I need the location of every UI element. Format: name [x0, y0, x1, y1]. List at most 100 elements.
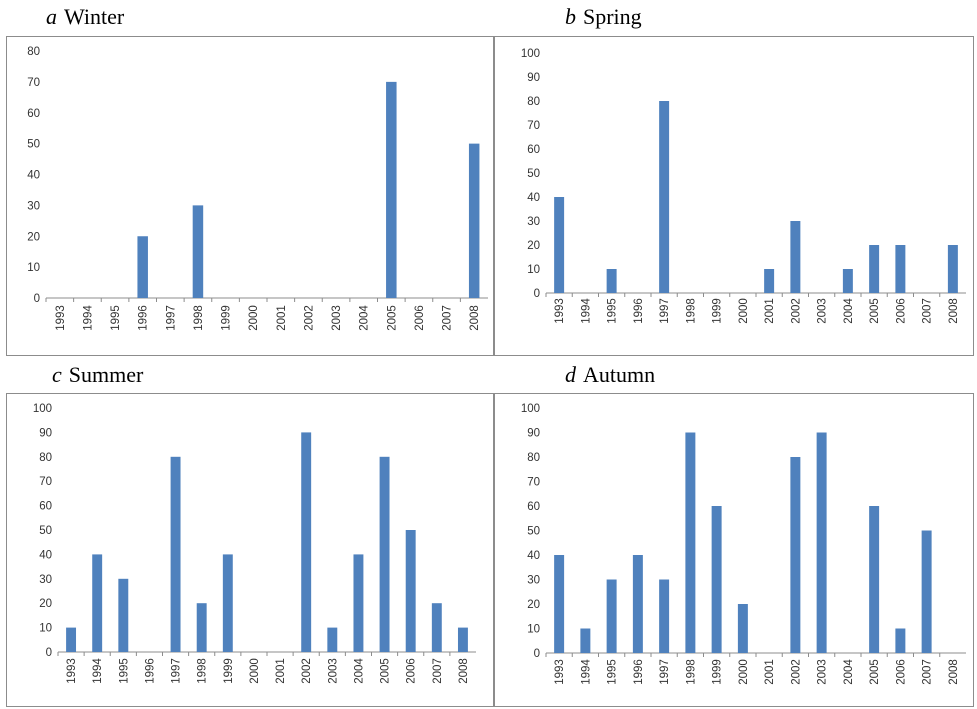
y-tick-label: 0 — [34, 293, 40, 305]
x-tick-label: 1995 — [607, 659, 619, 685]
y-tick-label: 60 — [27, 108, 40, 120]
x-tick-label: 1994 — [82, 305, 94, 331]
bar-1994 — [92, 554, 103, 652]
x-tick-label: 2007 — [922, 298, 934, 324]
x-tick-label: 1993 — [55, 305, 67, 331]
x-tick-label: 2005 — [386, 305, 398, 331]
bar-2006 — [895, 628, 906, 653]
bar-1999 — [222, 554, 233, 652]
x-tick-label: 2008 — [458, 658, 470, 684]
y-tick-label: 50 — [27, 139, 40, 151]
chart-a-frame — [6, 36, 494, 356]
panel-a-letter: a — [46, 4, 57, 29]
x-tick-label: 2008 — [948, 659, 960, 685]
panel-d-title: d Autumn — [565, 362, 655, 388]
x-tick-label: 2001 — [764, 659, 776, 685]
x-tick-label: 2006 — [414, 305, 426, 331]
bar-2004 — [353, 554, 364, 652]
bar-2000 — [737, 604, 748, 653]
y-tick-label: 10 — [527, 264, 540, 276]
panel-c-season: Summer — [68, 362, 144, 387]
x-tick-label: 1997 — [659, 298, 671, 324]
x-tick-label: 2002 — [790, 298, 802, 324]
y-tick-label: 90 — [527, 72, 540, 84]
bar-1995 — [118, 578, 129, 652]
y-tick-label: 10 — [27, 262, 40, 274]
bar-1998 — [685, 432, 696, 653]
x-tick-label: 2006 — [895, 659, 907, 685]
bar-2007 — [431, 603, 442, 652]
x-tick-label: 1995 — [110, 305, 122, 331]
bar-2002 — [790, 457, 801, 653]
bar-2002 — [790, 221, 801, 293]
x-tick-label: 2006 — [895, 298, 907, 324]
bar-2005 — [869, 506, 880, 653]
bar-1995 — [606, 579, 617, 653]
x-tick-label: 1995 — [607, 298, 619, 324]
y-tick-label: 0 — [534, 648, 540, 660]
panel-a-season: Winter — [64, 4, 125, 29]
bar-1996 — [137, 236, 148, 298]
bar-2005 — [386, 81, 397, 298]
x-tick-label: 2006 — [406, 658, 418, 684]
y-tick-label: 60 — [527, 501, 540, 513]
x-tick-label: 2003 — [331, 305, 343, 331]
bar-1996 — [632, 555, 643, 653]
x-tick-label: 1997 — [659, 659, 671, 685]
panel-b-season: Spring — [583, 4, 642, 29]
bar-2002 — [301, 432, 312, 652]
y-tick-label: 80 — [527, 452, 540, 464]
x-tick-label: 2001 — [275, 658, 287, 684]
y-tick-label: 100 — [521, 403, 540, 415]
bar-2005 — [869, 245, 880, 293]
bar-1998 — [192, 205, 204, 298]
x-tick-label: 2003 — [817, 659, 829, 685]
bar-1997 — [659, 579, 670, 653]
x-tick-label: 2000 — [738, 298, 750, 324]
x-tick-label: 1994 — [92, 658, 104, 684]
y-tick-label: 70 — [39, 476, 52, 488]
y-tick-label: 80 — [39, 452, 52, 464]
bar-2003 — [816, 432, 827, 653]
y-tick-label: 30 — [527, 575, 540, 587]
x-tick-label: 2000 — [249, 658, 261, 684]
y-tick-label: 30 — [527, 216, 540, 228]
x-tick-label: 2008 — [469, 305, 481, 331]
bar-2006 — [895, 245, 906, 293]
bar-2008 — [457, 627, 468, 652]
x-tick-label: 2004 — [843, 659, 855, 685]
x-tick-label: 2004 — [359, 305, 371, 331]
x-tick-label: 2004 — [353, 658, 365, 684]
y-tick-label: 100 — [521, 48, 540, 60]
chart-b-frame — [494, 36, 974, 356]
x-tick-label: 1996 — [633, 659, 645, 685]
y-tick-label: 90 — [527, 428, 540, 440]
y-tick-label: 30 — [39, 574, 52, 586]
x-tick-label: 2001 — [764, 298, 776, 324]
y-tick-label: 60 — [39, 501, 52, 513]
y-tick-label: 70 — [527, 477, 540, 489]
x-tick-label: 1999 — [223, 658, 235, 684]
x-tick-label: 1996 — [138, 305, 150, 331]
bar-1995 — [606, 269, 617, 293]
x-tick-label: 1997 — [165, 305, 177, 331]
y-tick-label: 50 — [39, 525, 52, 537]
y-tick-label: 90 — [39, 427, 52, 439]
y-tick-label: 100 — [33, 403, 52, 415]
bar-1997 — [659, 101, 670, 293]
bar-1994 — [580, 628, 591, 653]
x-tick-label: 1997 — [171, 658, 183, 684]
bar-2001 — [764, 269, 775, 293]
x-tick-label: 2003 — [327, 658, 339, 684]
x-tick-label: 1993 — [554, 298, 566, 324]
x-tick-label: 1999 — [221, 305, 233, 331]
x-tick-label: 1998 — [685, 659, 697, 685]
bar-1993 — [66, 627, 77, 652]
x-tick-label: 2002 — [301, 658, 313, 684]
y-tick-label: 80 — [527, 96, 540, 108]
x-tick-label: 2003 — [817, 298, 829, 324]
bar-2004 — [842, 269, 853, 293]
y-tick-label: 20 — [527, 240, 540, 252]
y-tick-label: 20 — [39, 598, 52, 610]
